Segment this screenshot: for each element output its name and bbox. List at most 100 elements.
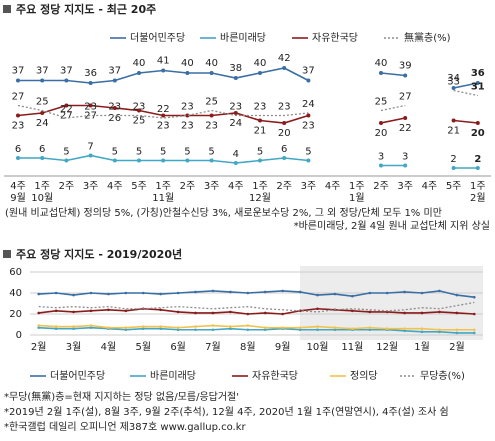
point [385,291,389,295]
point [246,324,250,327]
legend-label: 無黨층(%) [404,31,451,44]
data-label: 22 [399,123,412,134]
point [72,293,75,297]
x-tick-label: 1주 [34,181,50,192]
data-label: 36 [84,68,97,79]
data-label: 25 [36,97,49,108]
point [351,309,354,313]
x-tick-label: 4월 [101,341,117,353]
x-tick-label: 12월 [249,192,271,204]
point [438,328,441,332]
point [281,326,284,329]
data-label: 25 [205,97,218,108]
data-label: 23 [205,121,218,132]
data-label: 27 [60,111,73,122]
point [368,291,372,295]
x-tick-label: 2주 [276,181,292,192]
point [159,308,162,312]
point [403,116,408,120]
legend-label: 바른미래당 [150,370,196,382]
data-label: 5 [112,147,118,158]
point [176,310,180,314]
point [282,156,287,160]
point [194,290,197,294]
point [379,71,383,75]
point [64,103,69,108]
point [54,291,58,295]
data-label: 34 [447,73,460,84]
note: *무당(無黨)층=현재 지지하는 정당 없음/모름/응답거절' [4,390,239,403]
data-label: 26 [108,113,121,124]
data-label: 42 [278,53,291,64]
point [258,118,262,123]
point [209,113,214,118]
data-label: 23 [181,102,194,113]
data-label: 25 [133,116,146,127]
point [64,158,69,163]
point [54,327,58,331]
point [124,326,128,329]
point [107,292,110,296]
data-label: 21 [254,126,267,137]
legend-label: 정의당 [350,370,378,382]
point [37,324,41,327]
data-label: 21 [447,126,460,137]
point [137,158,141,163]
point [451,86,456,90]
point [379,163,383,168]
x-tick-label: 10월 [31,192,53,204]
data-label: 22 [60,104,73,115]
point [40,111,45,115]
data-label: 3 [378,152,384,163]
data-label: 4 [233,149,239,160]
x-tick-label: 2주 [373,181,389,192]
point [88,153,93,158]
point [475,166,480,170]
data-label: 37 [60,66,73,77]
data-label: 20 [471,128,485,139]
series-line [38,326,475,334]
data-label: 23 [157,121,170,132]
series-line [38,301,475,313]
point [282,121,287,125]
point [258,71,262,75]
point [141,327,145,331]
point [263,326,267,329]
point [88,81,93,85]
point [475,121,480,125]
point [403,329,406,333]
point [298,328,302,332]
point [333,328,337,332]
legend-label: 바른미래당 [220,32,266,44]
point [403,290,406,294]
point [306,113,311,118]
data-label: 25 [375,97,388,108]
point [89,309,93,313]
point [141,325,145,328]
data-label: 23 [84,102,97,113]
point [438,330,441,334]
x-tick-label: 5월 [135,341,151,353]
point [40,156,45,160]
point [403,327,406,331]
x-tick-label: 3월 [66,341,82,353]
point [176,328,180,332]
point [16,78,20,83]
point [451,166,456,170]
x-tick-label: 4주 [422,181,438,192]
point [211,324,215,327]
point [89,291,93,295]
point [351,294,354,298]
x-tick-label: 3주 [83,181,99,192]
data-label: 37 [108,66,121,77]
data-label: 5 [184,147,190,158]
data-label: 23 [278,102,291,113]
point [72,325,75,328]
point [263,311,267,315]
point [54,309,58,313]
point [89,324,93,327]
data-label: 39 [399,61,412,72]
series-line [38,290,475,298]
data-label: 5 [257,147,263,158]
